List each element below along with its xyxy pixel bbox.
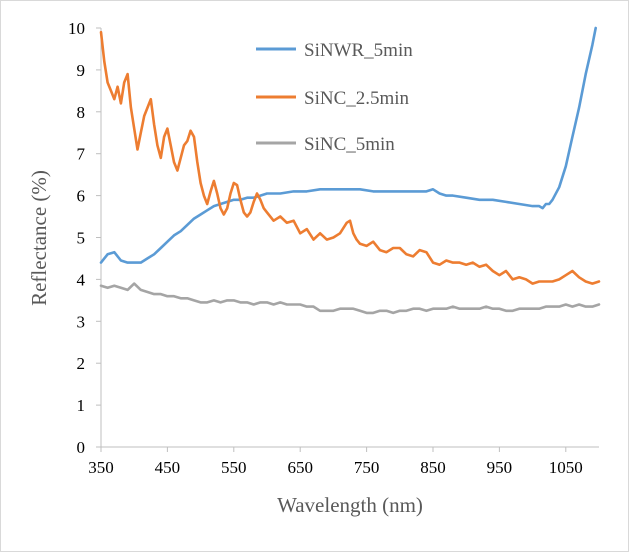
x-tick-label: 350 [88,458,114,477]
x-tick-label: 1050 [549,458,583,477]
y-tick-label: 6 [77,187,86,206]
legend-label: SiNC_5min [304,134,395,155]
series-line-1 [99,26,597,264]
y-tick-label: 4 [77,270,86,289]
plot-lines [99,26,601,315]
y-tick-label: 2 [77,354,86,373]
y-tick-label: 7 [77,145,86,164]
legend-label: SiNWR_5min [304,40,413,61]
series-line-3 [99,282,601,315]
y-axis-title: Reflectance (%) [27,170,51,306]
x-tick-label: 850 [420,458,446,477]
x-axis-title: Wavelength (nm) [277,493,423,517]
x-tick-label: 750 [354,458,380,477]
y-tick-label: 10 [68,19,85,38]
x-tick-label: 550 [221,458,247,477]
y-tick-label: 8 [77,103,86,122]
series-line-2 [99,30,601,285]
legend-label: SiNC_2.5min [304,88,410,109]
y-tick-label: 0 [77,438,86,457]
y-tick-label: 9 [77,61,86,80]
y-tick-label: 5 [77,229,86,248]
axes: 0 1 2 3 4 5 6 7 8 9 10 350 450 550 650 750 850 950 1050 [68,19,599,477]
legend: SiNWR_5min SiNC_2.5min SiNC_5min [256,40,413,155]
x-tick-label: 950 [487,458,513,477]
y-tick-label: 1 [77,396,86,415]
x-tick-label: 650 [287,458,313,477]
y-tick-label: 3 [77,312,86,331]
x-tick-label: 450 [155,458,181,477]
